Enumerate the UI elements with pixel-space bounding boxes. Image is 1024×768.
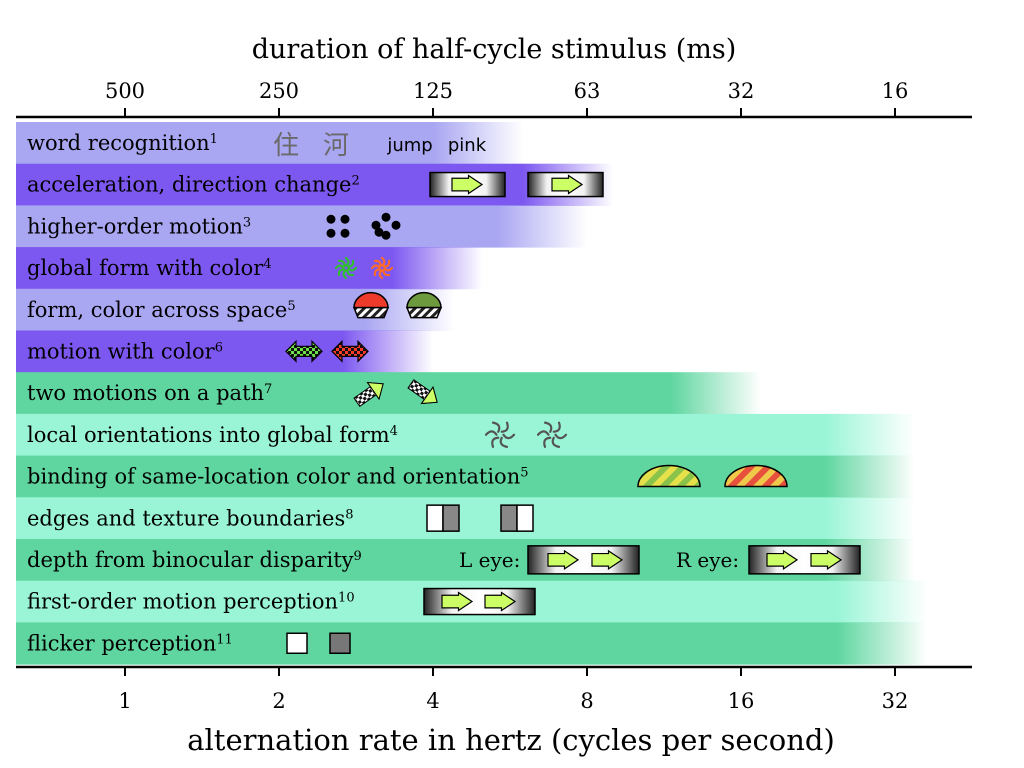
bottom-tick-label: 4 [426,689,439,713]
dot-pattern-icon [371,212,401,240]
top-tick-label: 63 [574,79,601,103]
down-diagonal-arrow-icon [407,379,438,405]
row-label: motion with color6 [27,340,223,364]
bottom-axis-title: alternation rate in hertz (cycles per se… [187,723,835,757]
red-checkered-arrow-icon [331,339,369,363]
green-striped-dome-icon [637,464,701,488]
top-axis-title: duration of half-cycle stimulus (ms) [252,34,737,65]
row-label-text: word recognition [27,131,210,155]
row-label: binding of same-location color and orien… [27,465,529,489]
row-label-ref: 6 [215,341,223,356]
top-tick-label: 16 [882,79,909,103]
row-label: higher-order motion3 [27,214,251,238]
bottom-tick-label: 8 [580,689,593,713]
top-tick-label: 250 [259,79,299,103]
accelerating-arrow-icon [527,171,604,198]
top-tick-label: 500 [105,79,145,103]
row-band [16,247,483,290]
row-label-text: depth from binocular disparity [27,548,354,572]
green-dome-icon [405,291,443,319]
gray-pinwheel-icon [536,421,568,448]
row-label-ref: 1 [210,132,218,147]
row-label: local orientations into global form4 [27,423,398,447]
row-label-text: binding of same-location color and orien… [27,465,520,489]
top-tick-label: 32 [728,79,755,103]
row-label-ref: 5 [287,299,295,314]
row-label-text: acceleration, direction change [27,173,351,197]
right-eye-stimulus-icon [748,545,861,575]
row-label-text: higher-order motion [27,214,243,238]
bottom-tick-label: 2 [272,689,285,713]
row-bands [16,122,928,665]
bottom-tick-label: 32 [882,689,909,713]
red-striped-dome-icon [724,464,788,488]
row-band [16,205,587,248]
row-label-ref: 2 [351,174,359,189]
edge-box-icon [426,504,460,532]
orange-pinwheel-icon [370,256,394,280]
row-label-ref: 5 [520,466,528,481]
word-sample: pink [448,135,487,156]
row-label-text: first-order motion perception [27,590,338,614]
word-sample: jump [386,135,432,156]
row-band [16,372,761,415]
chinese-character-icon: 住 [273,131,299,161]
row-label-ref: 10 [338,591,355,606]
row-band [16,163,614,206]
row-label: word recognition1 [27,131,218,155]
top-tick-label: 125 [413,79,453,103]
row-label-text: edges and texture boundaries [27,506,345,530]
bottom-tick-label: 1 [118,689,131,713]
row-label-text: form, color across space [27,298,287,322]
left-eye-label: L eye: [459,548,520,572]
row-label-text: motion with color [27,340,216,364]
row-label-text: global form with color [27,256,264,280]
right-eye-label: R eye: [676,548,739,572]
first-order-motion-icon [423,587,536,616]
green-checkered-arrow-icon [285,339,323,363]
row-label: flicker perception11 [27,631,233,655]
left-eye-stimulus-icon [527,545,640,575]
row-label-text: two motions on a path [27,381,264,405]
row-label: acceleration, direction change2 [27,173,360,197]
dot-pattern-icon [326,214,350,238]
gray-pinwheel-icon [484,421,516,448]
row-band [16,413,915,457]
bottom-tick-label: 16 [728,689,755,713]
row-label-ref: 9 [354,549,362,564]
row-label: two motions on a path7 [27,381,272,405]
row-labels: word recognition1 acceleration, direction… [27,131,529,655]
edge-box-icon [500,504,534,532]
row-label-ref: 11 [216,632,233,647]
accelerating-arrow-icon [429,171,506,198]
row-band [16,622,928,665]
row-label-ref: 7 [264,382,272,397]
row-illustrations: 住河 jump pink L eye: R eye: [273,131,861,654]
row-label: first-order motion perception10 [27,590,355,614]
top-axis-ticks: 500 250 125 63 32 16 [105,79,908,117]
row-label-ref: 3 [243,215,251,230]
row-label-ref: 4 [263,257,271,272]
row-label: global form with color4 [27,256,272,280]
row-label: depth from binocular disparity9 [27,548,362,572]
chinese-character-icon: 河 [323,131,349,161]
flicker-white-square-icon [286,632,308,654]
row-band [16,122,524,165]
row-label: form, color across space5 [27,298,296,322]
red-dome-icon [352,291,390,319]
row-label: edges and texture boundaries8 [27,506,354,530]
green-pinwheel-icon [334,256,358,280]
row-label-text: local orientations into global form [27,423,390,447]
bottom-axis-ticks: 1 2 4 8 16 32 [118,667,908,713]
row-label-text: flicker perception [27,631,216,655]
row-band [16,497,915,540]
row-label-ref: 4 [390,424,398,439]
flicker-gray-square-icon [329,632,351,654]
row-label-ref: 8 [345,507,353,522]
up-diagonal-arrow-icon [353,381,384,408]
